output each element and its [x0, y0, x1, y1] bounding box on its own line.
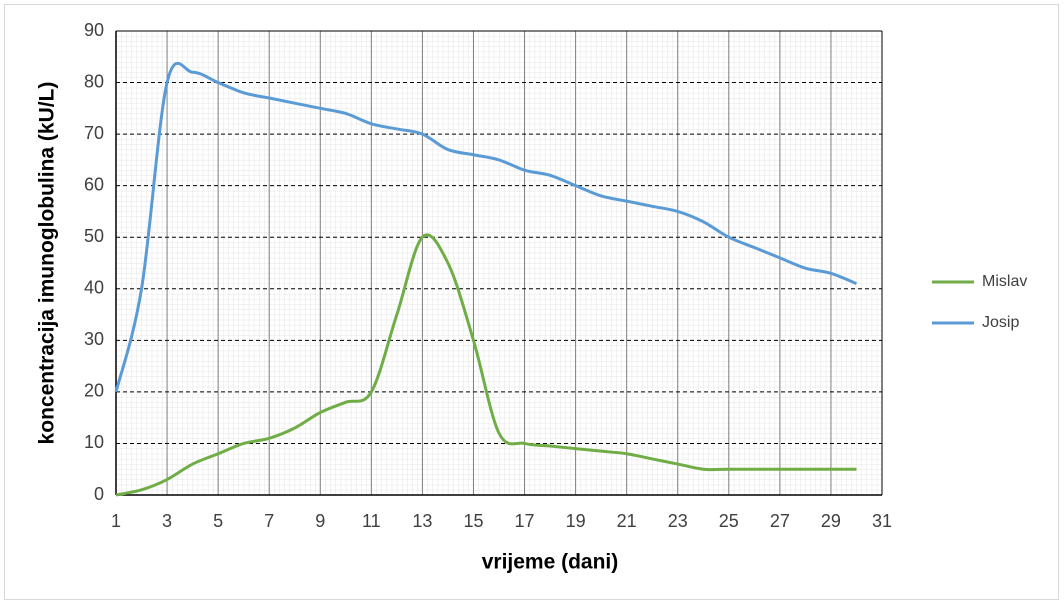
x-tick-label: 27: [770, 511, 790, 531]
legend-label: Josip: [982, 314, 1019, 331]
y-tick-label: 10: [84, 432, 104, 452]
x-tick-label: 21: [617, 511, 637, 531]
y-tick-label: 0: [94, 484, 104, 504]
legend-label: Mislav: [982, 273, 1027, 290]
x-tick-label: 25: [719, 511, 739, 531]
x-tick-label: 19: [566, 511, 586, 531]
y-tick-label: 70: [84, 123, 104, 143]
x-tick-label: 23: [668, 511, 688, 531]
y-axis-title: koncentracija imunoglobulina (kU/L): [36, 82, 59, 445]
x-tick-label: 29: [821, 511, 841, 531]
x-tick-label: 3: [162, 511, 172, 531]
y-tick-label: 30: [84, 329, 104, 349]
minor-grid: [116, 31, 882, 495]
x-tick-label: 1: [111, 511, 121, 531]
x-tick-label: 11: [362, 511, 381, 531]
y-tick-label: 20: [84, 381, 104, 401]
y-tick-label: 80: [84, 71, 104, 91]
y-tick-label: 50: [84, 226, 104, 246]
line: [114, 61, 858, 393]
x-tick-label: 15: [463, 511, 483, 531]
y-tick-label: 90: [84, 20, 104, 40]
x-axis-title: vrijeme (dani): [482, 551, 619, 574]
x-tick-label: 31: [872, 511, 892, 531]
x-tick-label: 7: [264, 511, 274, 531]
y-tick-label: 60: [84, 174, 104, 194]
x-tick-label: 17: [515, 511, 535, 531]
y-tick-label: 40: [84, 278, 104, 298]
x-tick-label: 13: [412, 511, 432, 531]
line: [115, 233, 857, 497]
x-tick-label: 9: [315, 511, 325, 531]
x-tick-label: 5: [213, 511, 223, 531]
